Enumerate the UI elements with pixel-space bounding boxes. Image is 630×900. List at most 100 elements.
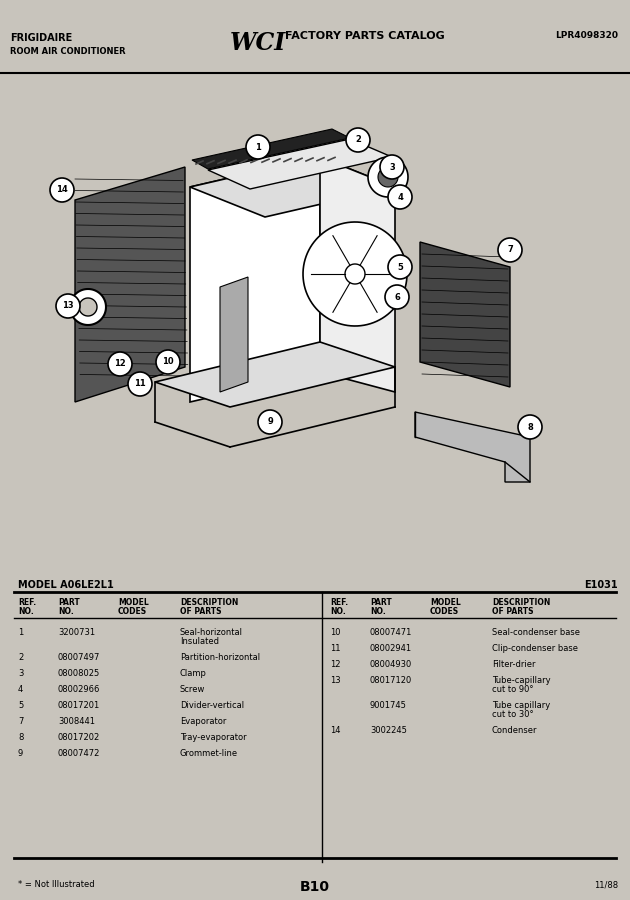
Text: DESCRIPTION: DESCRIPTION bbox=[492, 598, 551, 607]
Text: Grommet-line: Grommet-line bbox=[180, 749, 238, 758]
Polygon shape bbox=[378, 167, 398, 187]
Polygon shape bbox=[70, 289, 106, 325]
Text: Filter-drier: Filter-drier bbox=[492, 660, 536, 669]
Text: Divider-vertical: Divider-vertical bbox=[180, 701, 244, 710]
Polygon shape bbox=[208, 139, 392, 189]
Polygon shape bbox=[420, 242, 510, 387]
Polygon shape bbox=[415, 412, 530, 482]
Text: 12: 12 bbox=[114, 359, 126, 368]
Text: 12: 12 bbox=[330, 660, 340, 669]
Circle shape bbox=[56, 294, 80, 318]
Circle shape bbox=[380, 155, 404, 179]
Text: 13: 13 bbox=[62, 302, 74, 310]
Polygon shape bbox=[190, 157, 320, 402]
Text: 4: 4 bbox=[18, 685, 23, 694]
Text: 08004930: 08004930 bbox=[370, 660, 412, 669]
Text: NO.: NO. bbox=[18, 607, 34, 616]
Text: 9: 9 bbox=[267, 418, 273, 427]
Text: MODEL: MODEL bbox=[118, 598, 149, 607]
Text: MODEL: MODEL bbox=[430, 598, 461, 607]
Text: 08017202: 08017202 bbox=[58, 733, 100, 742]
Text: 14: 14 bbox=[56, 185, 68, 194]
Text: 8: 8 bbox=[18, 733, 23, 742]
Text: 5: 5 bbox=[18, 701, 23, 710]
Text: 08002941: 08002941 bbox=[370, 644, 412, 653]
Circle shape bbox=[388, 255, 412, 279]
Polygon shape bbox=[368, 157, 408, 197]
Text: Tube-capillary: Tube-capillary bbox=[492, 676, 551, 685]
Polygon shape bbox=[220, 277, 248, 392]
Text: WCI: WCI bbox=[230, 31, 286, 55]
Text: MODEL A06LE2L1: MODEL A06LE2L1 bbox=[18, 580, 114, 590]
Text: Evaporator: Evaporator bbox=[180, 717, 226, 726]
Text: 3008441: 3008441 bbox=[58, 717, 95, 726]
Text: REF.: REF. bbox=[18, 598, 36, 607]
Text: Seal-horizontal: Seal-horizontal bbox=[180, 628, 243, 637]
Text: Insulated: Insulated bbox=[180, 637, 219, 646]
Text: 4: 4 bbox=[397, 193, 403, 202]
Text: Condenser: Condenser bbox=[492, 726, 537, 735]
Text: ROOM AIR CONDITIONER: ROOM AIR CONDITIONER bbox=[10, 47, 125, 56]
Text: 11: 11 bbox=[330, 644, 340, 653]
Text: LPR4098320: LPR4098320 bbox=[555, 31, 618, 40]
Polygon shape bbox=[192, 129, 350, 169]
Text: 14: 14 bbox=[330, 726, 340, 735]
Polygon shape bbox=[75, 167, 185, 402]
Text: 9001745: 9001745 bbox=[370, 701, 407, 710]
Text: 6: 6 bbox=[394, 292, 400, 302]
Text: 10: 10 bbox=[330, 628, 340, 637]
Text: REF.: REF. bbox=[330, 598, 348, 607]
Text: NO.: NO. bbox=[330, 607, 346, 616]
Text: 08007472: 08007472 bbox=[58, 749, 100, 758]
Text: 1: 1 bbox=[255, 142, 261, 151]
Text: NO.: NO. bbox=[58, 607, 74, 616]
Text: 08017201: 08017201 bbox=[58, 701, 100, 710]
Text: Partition-horizontal: Partition-horizontal bbox=[180, 653, 260, 662]
Text: NO.: NO. bbox=[370, 607, 386, 616]
Text: 3200731: 3200731 bbox=[58, 628, 95, 637]
Text: DESCRIPTION: DESCRIPTION bbox=[180, 598, 238, 607]
Text: Seal-condenser base: Seal-condenser base bbox=[492, 628, 580, 637]
Text: CODES: CODES bbox=[118, 607, 147, 616]
Text: OF PARTS: OF PARTS bbox=[492, 607, 534, 616]
Text: * = Not Illustrated: * = Not Illustrated bbox=[18, 880, 94, 889]
Text: 8: 8 bbox=[527, 422, 533, 431]
Text: cut to 90°: cut to 90° bbox=[492, 685, 534, 694]
Text: 2: 2 bbox=[355, 136, 361, 145]
Text: CODES: CODES bbox=[430, 607, 459, 616]
Polygon shape bbox=[320, 157, 395, 392]
Text: B10: B10 bbox=[300, 880, 330, 895]
Circle shape bbox=[246, 135, 270, 159]
Circle shape bbox=[498, 238, 522, 262]
Text: FACTORY PARTS CATALOG: FACTORY PARTS CATALOG bbox=[285, 31, 445, 41]
Text: 08017120: 08017120 bbox=[370, 676, 412, 685]
Text: 7: 7 bbox=[18, 717, 23, 726]
Text: Tray-evaporator: Tray-evaporator bbox=[180, 733, 246, 742]
Circle shape bbox=[128, 372, 152, 396]
Text: 3: 3 bbox=[389, 163, 395, 172]
Polygon shape bbox=[303, 222, 407, 326]
Circle shape bbox=[156, 350, 180, 374]
Text: Tube capillary: Tube capillary bbox=[492, 701, 550, 710]
Text: 11: 11 bbox=[134, 380, 146, 389]
Text: 13: 13 bbox=[330, 676, 341, 685]
Text: 7: 7 bbox=[507, 246, 513, 255]
Circle shape bbox=[385, 285, 409, 309]
Text: 3002245: 3002245 bbox=[370, 726, 407, 735]
Polygon shape bbox=[79, 298, 97, 316]
Circle shape bbox=[258, 410, 282, 434]
Text: 2: 2 bbox=[18, 653, 23, 662]
Text: 08007497: 08007497 bbox=[58, 653, 100, 662]
Text: FRIGIDAIRE: FRIGIDAIRE bbox=[10, 33, 72, 43]
Circle shape bbox=[388, 185, 412, 209]
Text: 9: 9 bbox=[18, 749, 23, 758]
Text: Screw: Screw bbox=[180, 685, 205, 694]
Text: PART: PART bbox=[370, 598, 392, 607]
Text: Clip-condenser base: Clip-condenser base bbox=[492, 644, 578, 653]
Polygon shape bbox=[345, 264, 365, 284]
Polygon shape bbox=[190, 157, 395, 217]
Text: 08008025: 08008025 bbox=[58, 669, 100, 678]
Circle shape bbox=[50, 178, 74, 202]
Text: PART: PART bbox=[58, 598, 80, 607]
Text: 11/88: 11/88 bbox=[594, 880, 618, 889]
